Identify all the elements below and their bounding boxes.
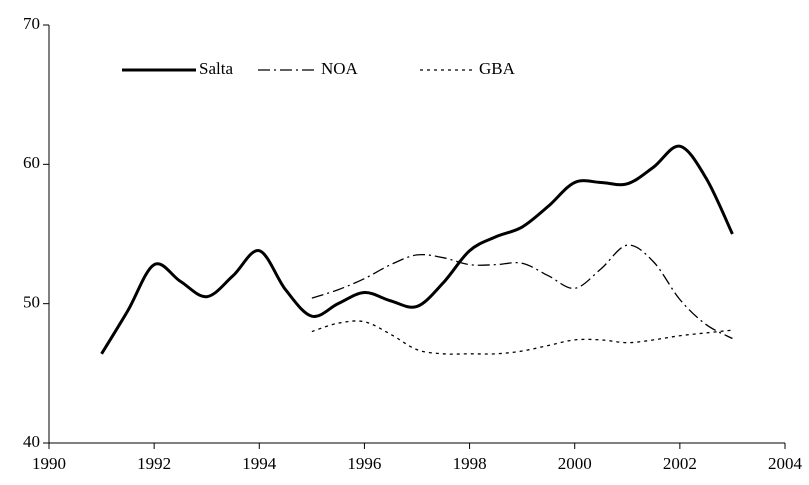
y-tick-label: 70	[23, 14, 40, 33]
legend-label: Salta	[199, 59, 233, 78]
y-tick-label: 50	[23, 293, 40, 312]
series-line	[311, 244, 733, 340]
series-line	[311, 320, 733, 355]
x-tick-label: 2002	[663, 454, 697, 473]
legend-label: GBA	[479, 59, 516, 78]
x-tick-label: 1994	[242, 454, 277, 473]
x-tick-label: 1992	[137, 454, 171, 473]
x-tick-label: 2000	[558, 454, 592, 473]
y-tick-label: 60	[23, 153, 40, 172]
y-tick-label: 40	[23, 432, 40, 451]
x-tick-label: 1996	[347, 454, 381, 473]
legend-label: NOA	[321, 59, 359, 78]
x-tick-label: 1990	[32, 454, 66, 473]
series-line	[100, 144, 734, 355]
x-tick-label: 2004	[768, 454, 803, 473]
x-tick-label: 1998	[453, 454, 487, 473]
